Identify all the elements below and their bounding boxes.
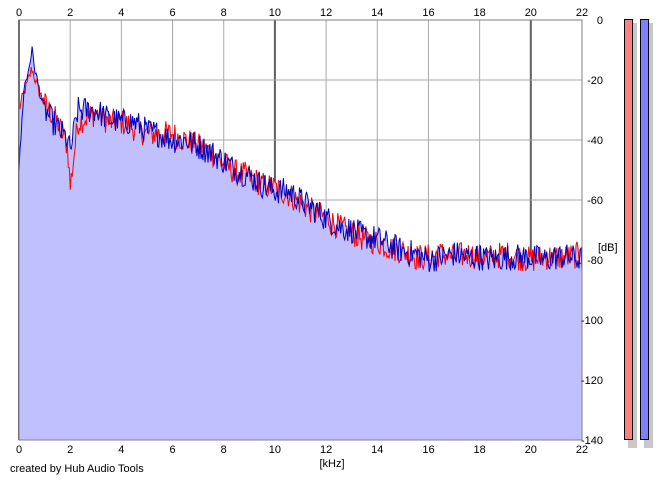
y-tick-label: -100 [581, 315, 603, 327]
x-tick-labels-bottom: 0 2 4 6 8 10 12 14 16 18 20 22 [16, 444, 588, 456]
plot-frame [18, 19, 583, 441]
x-tick-label: 18 [474, 444, 486, 456]
x-tick-label: 0 [16, 7, 22, 19]
x-tick-label: 14 [371, 444, 383, 456]
y-tick-label: -40 [587, 135, 603, 147]
x-tick-label: 10 [269, 7, 281, 19]
x-tick-label: 20 [525, 444, 537, 456]
x-tick-label: 6 [169, 7, 175, 19]
y-tick-label: -80 [587, 255, 603, 267]
right-channel-meter [640, 19, 649, 440]
x-tick-label: 10 [269, 444, 281, 456]
y-axis-label: [dB] [598, 242, 618, 254]
x-tick-label: 2 [67, 444, 73, 456]
spectrum-series [18, 46, 583, 273]
series-line-1 [18, 46, 583, 273]
left-channel-meter [624, 19, 633, 440]
x-tick-label: 8 [221, 444, 227, 456]
spectrum-area [19, 46, 582, 441]
y-tick-labels: 0 -20 -40 -60 -80 -100 -120 -140 [581, 15, 603, 447]
x-tick-label: 12 [320, 444, 332, 456]
x-tick-label: 12 [320, 7, 332, 19]
y-tick-label: -60 [587, 195, 603, 207]
x-tick-label: 8 [221, 7, 227, 19]
x-tick-label: 4 [118, 7, 124, 19]
y-tick-label: -140 [581, 435, 603, 447]
x-tick-label: 6 [169, 444, 175, 456]
x-tick-label: 22 [576, 7, 588, 19]
x-tick-labels: 0 2 4 6 8 10 12 14 16 18 20 22 [16, 7, 588, 19]
x-axis-label: [kHz] [319, 458, 344, 470]
x-tick-label: 0 [16, 444, 22, 456]
x-tick-label: 16 [422, 444, 434, 456]
x-tick-label: 14 [371, 7, 383, 19]
x-tick-label: 2 [67, 7, 73, 19]
credit-text: created by Hub Audio Tools [10, 463, 144, 475]
x-tick-label: 16 [422, 7, 434, 19]
x-tick-label: 20 [525, 7, 537, 19]
y-tick-label: -120 [581, 375, 603, 387]
y-tick-label: 0 [597, 15, 603, 27]
x-tick-label: 4 [118, 444, 124, 456]
series-line-0 [18, 66, 583, 272]
y-tick-label: -20 [587, 75, 603, 87]
x-tick-label: 18 [474, 7, 486, 19]
x-tick-label: 22 [576, 444, 588, 456]
